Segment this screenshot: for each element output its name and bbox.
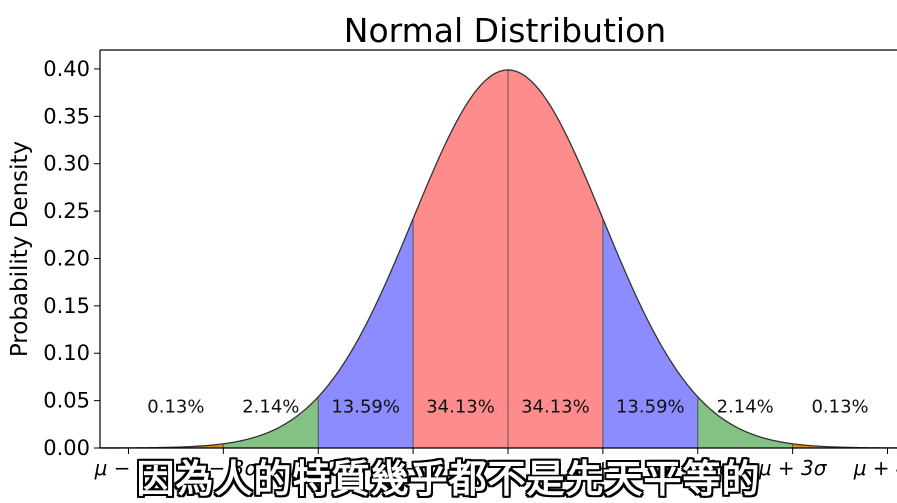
y-tick-label: 0.30: [43, 152, 90, 176]
density-curve-line: [100, 69, 897, 449]
x-tick-label: μ − 2σ: [283, 456, 353, 480]
region-area-2: [223, 396, 319, 448]
y-tick-label: 0.05: [43, 389, 90, 413]
x-tick-label: μ − 4σ: [94, 456, 164, 480]
x-tick-label: μ − 3σ: [189, 456, 259, 480]
x-tick-label: μ + σ: [574, 456, 631, 480]
x-tick-label: μ + 3σ: [758, 456, 828, 480]
region-area-1: [128, 443, 224, 448]
y-tick-label: 0.10: [43, 341, 90, 365]
region-area-7: [697, 396, 793, 448]
region-percent-label: 13.59%: [616, 396, 685, 417]
x-tick-label: μ + 4σ: [853, 456, 897, 480]
region-area-5: [507, 69, 603, 448]
y-tick-label: 0.00: [43, 436, 90, 460]
y-tick-label: 0.15: [43, 294, 90, 318]
region-percent-label: 0.13%: [811, 396, 868, 417]
y-tick-label: 0.25: [43, 199, 90, 223]
region-percent-label: 2.14%: [717, 396, 774, 417]
x-tick-label: μ − σ: [385, 456, 442, 480]
region-percent-label: 0.13%: [147, 396, 204, 417]
region-percent-label: 34.13%: [426, 396, 495, 417]
region-percent-label: 2.14%: [242, 396, 299, 417]
region-area-8: [792, 443, 888, 448]
y-tick-label: 0.20: [43, 246, 90, 270]
y-tick-label: 0.35: [43, 104, 90, 128]
region-percent-label: 34.13%: [521, 396, 590, 417]
x-tick-label: μ: [501, 456, 515, 480]
y-axis-label: Probability Density: [7, 141, 33, 357]
video-subtitle: 因為人的特質幾乎都不是先天平等的: [136, 457, 761, 501]
x-tick-label: μ + 2σ: [663, 456, 733, 480]
chart-title: Normal Distribution: [344, 11, 666, 50]
region-percent-label: 13.59%: [331, 396, 400, 417]
y-tick-label: 0.40: [43, 57, 90, 81]
region-area-4: [413, 69, 508, 448]
